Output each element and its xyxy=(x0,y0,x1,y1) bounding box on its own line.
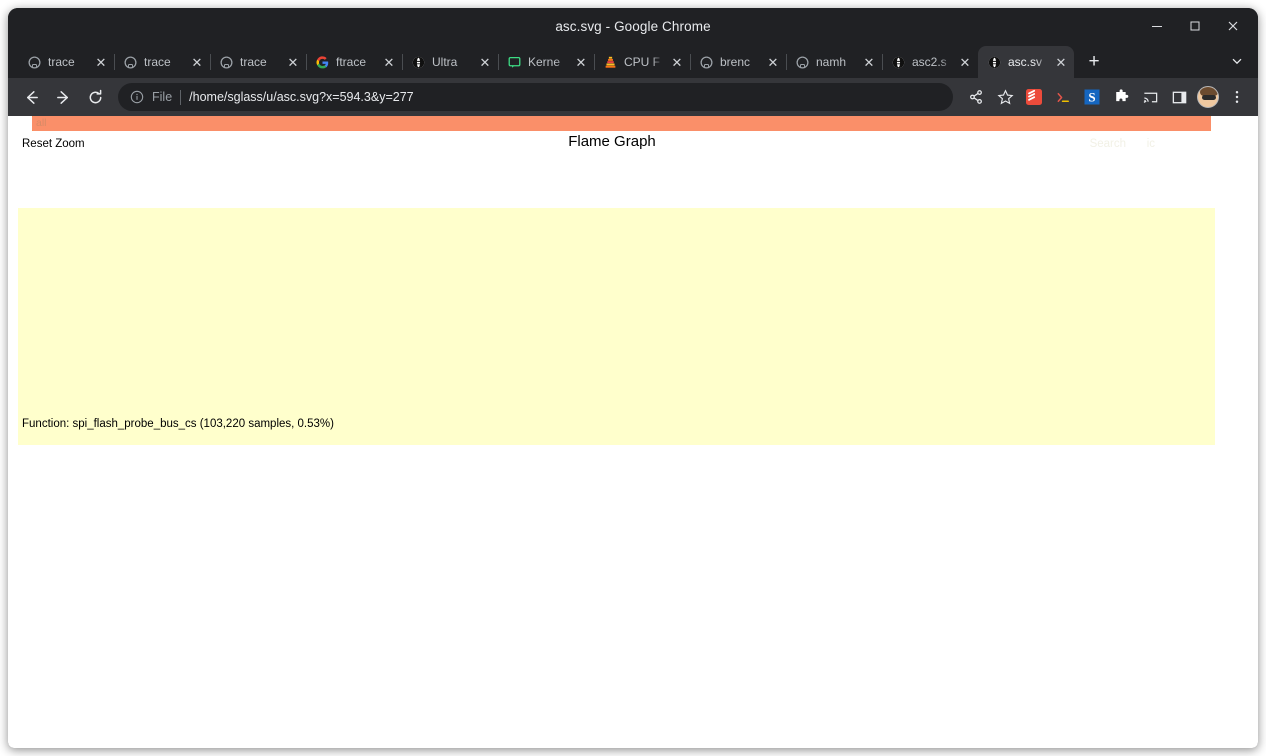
github-icon xyxy=(699,55,714,70)
back-arrow-icon[interactable] xyxy=(16,82,46,112)
cast-icon[interactable] xyxy=(1137,82,1163,112)
s-extension-icon[interactable]: S xyxy=(1079,82,1105,112)
tab-label: ftrace xyxy=(336,55,367,69)
tab-ultra[interactable]: Ultra ✕ xyxy=(402,46,499,78)
reset-zoom-button[interactable]: Reset Zoom xyxy=(22,138,85,150)
tab-label: trace xyxy=(48,55,75,69)
tab-separator xyxy=(402,54,403,70)
minimize-icon[interactable] xyxy=(1138,11,1176,41)
avatar[interactable] xyxy=(1195,82,1221,112)
tab-close-icon[interactable]: ✕ xyxy=(191,54,203,70)
maximize-icon[interactable] xyxy=(1176,11,1214,41)
sidepanel-icon[interactable] xyxy=(1166,82,1192,112)
share-icon[interactable] xyxy=(963,82,989,112)
window-title: asc.svg - Google Chrome xyxy=(555,18,711,34)
tab-label: namh xyxy=(816,55,847,69)
tab-close-icon[interactable]: ✕ xyxy=(863,54,875,70)
tab-separator xyxy=(114,54,115,70)
tab-ftrace[interactable]: ftrace ✕ xyxy=(306,46,403,78)
tab-label: Ultra xyxy=(432,55,458,69)
window-controls xyxy=(1138,8,1252,44)
tab-kernel[interactable]: Kerne ✕ xyxy=(498,46,595,78)
star-icon[interactable] xyxy=(992,82,1018,112)
forward-arrow-icon[interactable] xyxy=(48,82,78,112)
search-button[interactable]: Search xyxy=(1089,138,1126,150)
new-tab-button[interactable]: + xyxy=(1088,51,1100,72)
google-icon xyxy=(315,55,330,70)
address-bar[interactable]: File /home/sglass/u/asc.svg?x=594.3&y=27… xyxy=(118,83,953,111)
tab-label: trace xyxy=(144,55,171,69)
tab-close-icon[interactable]: ✕ xyxy=(479,54,491,70)
tab-close-icon[interactable]: ✕ xyxy=(671,54,683,70)
tab-strip: trace ✕ trace ✕ trace ✕ xyxy=(8,44,1258,78)
tab-brendan[interactable]: brenc ✕ xyxy=(690,46,787,78)
title-bar: asc.svg - Google Chrome xyxy=(8,8,1258,44)
tab-label: brenc xyxy=(720,55,751,69)
tab-label: CPU F xyxy=(624,55,660,69)
puzzle-icon[interactable] xyxy=(1108,82,1134,112)
github-icon xyxy=(123,55,138,70)
svg-text:S: S xyxy=(1088,90,1095,105)
terminal-icon[interactable] xyxy=(1050,82,1076,112)
tab-asc-svg[interactable]: asc.sv ✕ xyxy=(978,46,1074,78)
omnibox-url[interactable]: /home/sglass/u/asc.svg?x=594.3&y=277 xyxy=(189,90,414,104)
browser-toolbar: File /home/sglass/u/asc.svg?x=594.3&y=27… xyxy=(8,78,1258,116)
tab-separator xyxy=(498,54,499,70)
tab-separator xyxy=(882,54,883,70)
function-detail-label: Function: spi_flash_probe_bus_cs (103,22… xyxy=(22,418,334,430)
chat-icon xyxy=(507,55,522,70)
tab-separator xyxy=(210,54,211,70)
tab-separator xyxy=(594,54,595,70)
omnibox-divider xyxy=(180,89,182,105)
github-icon xyxy=(219,55,234,70)
tab-label: asc2.s xyxy=(912,55,947,69)
globe-icon xyxy=(891,55,906,70)
tab-close-icon[interactable]: ✕ xyxy=(1055,54,1067,70)
tab-label: trace xyxy=(240,55,267,69)
three-dots-icon[interactable] xyxy=(1224,82,1250,112)
ignore-case-button[interactable]: ic xyxy=(1146,138,1155,150)
tab-trace-3[interactable]: trace ✕ xyxy=(210,46,307,78)
omnibox-scheme: File xyxy=(152,90,173,104)
flamegraph-svg: Flame Graph Reset Zoom Search ic fdtdec_… xyxy=(12,116,1215,456)
tab-close-icon[interactable]: ✕ xyxy=(383,54,395,70)
flamegraph-icon xyxy=(603,55,618,70)
zoom-highlight-region xyxy=(18,208,1215,445)
flame-node[interactable]: all xyxy=(32,116,1211,131)
tab-separator xyxy=(306,54,307,70)
tab-close-icon[interactable]: ✕ xyxy=(575,54,587,70)
info-circle-icon[interactable] xyxy=(130,90,144,104)
close-icon[interactable] xyxy=(1214,11,1252,41)
flamegraph-title: Flame Graph xyxy=(568,133,656,150)
globe-icon xyxy=(987,55,1002,70)
tab-close-icon[interactable]: ✕ xyxy=(287,54,299,70)
tab-label: asc.sv xyxy=(1008,55,1043,69)
tab-namhyung[interactable]: namh ✕ xyxy=(786,46,883,78)
github-icon xyxy=(795,55,810,70)
page-content: Flame Graph Reset Zoom Search ic fdtdec_… xyxy=(8,116,1258,748)
toolbar-right-icons: S xyxy=(961,82,1250,112)
tab-close-icon[interactable]: ✕ xyxy=(959,54,971,70)
globe-icon xyxy=(411,55,426,70)
tab-trace-1[interactable]: trace ✕ xyxy=(18,46,115,78)
tab-asc2-svg[interactable]: asc2.s ✕ xyxy=(882,46,979,78)
reload-icon[interactable] xyxy=(80,82,110,112)
github-icon xyxy=(27,55,42,70)
chrome-window: asc.svg - Google Chrome trace xyxy=(8,8,1258,748)
tab-separator xyxy=(690,54,691,70)
tab-trace-2[interactable]: trace ✕ xyxy=(114,46,211,78)
chevron-down-icon[interactable] xyxy=(1224,48,1250,74)
tab-separator xyxy=(786,54,787,70)
todoist-icon[interactable] xyxy=(1021,82,1047,112)
tab-cpu-flamegraph[interactable]: CPU F ✕ xyxy=(594,46,691,78)
tab-close-icon[interactable]: ✕ xyxy=(767,54,779,70)
tab-label: Kerne xyxy=(528,55,561,69)
tab-close-icon[interactable]: ✕ xyxy=(95,54,107,70)
